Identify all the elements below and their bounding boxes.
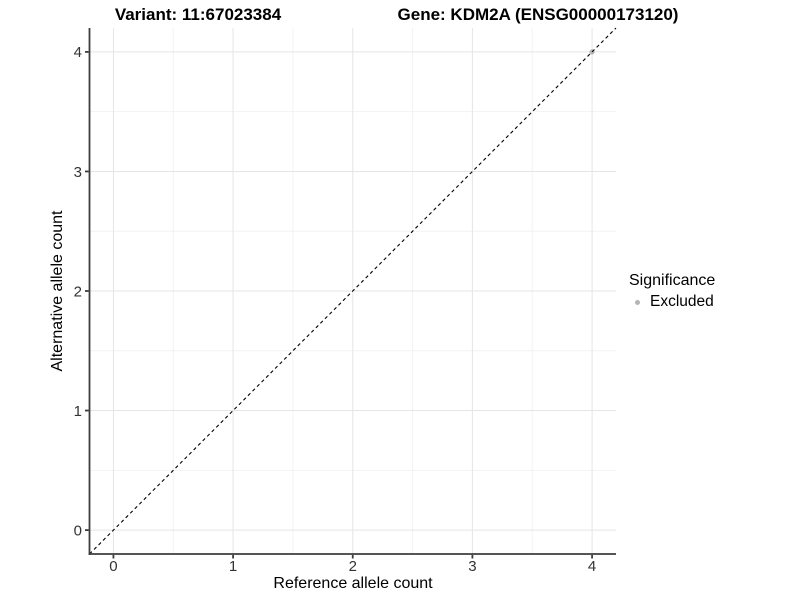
y-axis-title: Alternative allele count [49,210,66,372]
x-tick-label: 0 [109,558,117,575]
y-tick-label: 0 [74,522,82,539]
y-tick-label: 2 [74,283,82,300]
y-tick-label: 4 [74,44,82,61]
x-tick-label: 1 [229,558,237,575]
legend-entry-excluded: Excluded [629,293,715,311]
legend: Significance Excluded [629,271,715,311]
x-tick-label: 2 [349,558,357,575]
x-tick-label: 3 [468,558,476,575]
y-tick-label: 1 [74,403,82,420]
plot-title-variant: Variant: 11:67023384 [114,5,282,24]
excluded-point-swatch [635,299,640,305]
legend-title: Significance [629,272,716,289]
x-axis-title: Reference allele count [273,575,433,592]
plot-title-gene: Gene: KDM2A (ENSG00000173120) [397,5,679,24]
y-tick-label: 3 [74,164,82,181]
x-tick-label: 4 [588,558,596,575]
legend-entry-label: Excluded [650,293,714,310]
identity-dashed-line [89,27,617,555]
